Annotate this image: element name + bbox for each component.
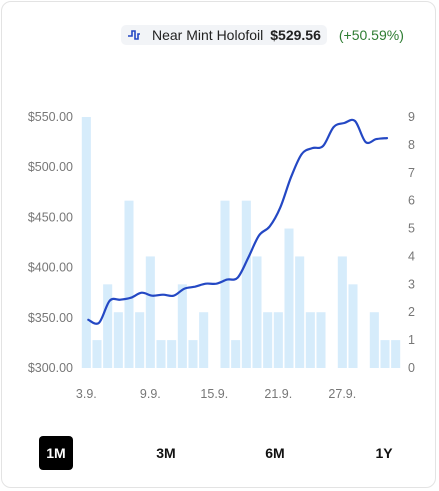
volume-bar (231, 340, 241, 368)
volume-bar (391, 340, 401, 368)
y-right-tick-label: 6 (408, 194, 415, 208)
y-right-tick-label: 2 (408, 305, 415, 319)
x-tick-label: 21.9. (264, 387, 292, 401)
y-right-tick-label: 9 (408, 110, 415, 124)
volume-bar (145, 256, 155, 368)
volume-bar (295, 256, 305, 368)
legend-change: (+50.59%) (338, 27, 404, 43)
volume-bar (337, 256, 347, 368)
volume-bar (81, 117, 91, 368)
tab-1m[interactable]: 1M (39, 436, 73, 470)
volume-bar (369, 312, 379, 368)
y-left-tick-label: $450.00 (28, 210, 73, 224)
volume-bar (92, 340, 102, 368)
y-right-tick-label: 0 (408, 361, 415, 375)
volume-bar (177, 284, 187, 368)
legend-series-name: Near Mint Holofoil (152, 27, 264, 43)
y-left-tick-label: $350.00 (28, 311, 73, 325)
y-right-tick-label: 5 (408, 222, 415, 236)
x-tick-label: 27.9. (328, 387, 356, 401)
volume-bar (380, 340, 390, 368)
volume-bar (284, 228, 294, 368)
volume-bar (113, 312, 123, 368)
chart-legend[interactable]: Near Mint Holofoil $529.56 (+50.59%) (121, 24, 404, 46)
y-right-tick-label: 8 (408, 138, 415, 152)
volume-bar (252, 256, 262, 368)
tab-6m[interactable]: 6M (265, 445, 285, 461)
price-chart: $300.00 $350.00 $400.00 $450.00 $500.00 $550.… (28, 110, 415, 401)
volume-bar (124, 200, 134, 368)
volume-bar (103, 284, 113, 368)
x-tick-label: 3.9. (76, 387, 97, 401)
volume-bar (199, 312, 209, 368)
volume-bar (156, 340, 166, 368)
volume-bar (316, 312, 326, 368)
volume-bar (263, 312, 273, 368)
volume-bar (348, 284, 358, 368)
y-left-tick-label: $550.00 (28, 110, 73, 124)
legend-price: $529.56 (270, 27, 321, 43)
y-right-tick-label: 3 (408, 277, 415, 291)
volume-bar (188, 340, 198, 368)
y-right-tick-label: 4 (408, 249, 415, 263)
volume-bar (135, 312, 145, 368)
y-right-tick-label: 7 (408, 166, 415, 180)
tab-1y[interactable]: 1Y (375, 445, 393, 461)
y-left-tick-label: $500.00 (28, 160, 73, 174)
y-left-tick-label: $300.00 (28, 361, 73, 375)
price-line (87, 118, 389, 325)
y-right-tick-label: 1 (408, 333, 415, 347)
volume-bar (241, 200, 251, 368)
volume-bar (220, 200, 230, 368)
x-tick-label: 9.9. (140, 387, 161, 401)
volume-bar (273, 312, 283, 368)
line-series-icon (127, 28, 145, 42)
legend-series-chip[interactable]: Near Mint Holofoil $529.56 (121, 25, 327, 45)
y-left-tick-label: $400.00 (28, 261, 73, 275)
volume-bar (305, 312, 315, 368)
volume-bar (167, 340, 177, 368)
tab-3m[interactable]: 3M (156, 445, 176, 461)
time-range-tabs: 1M 3M 6M 1Y (0, 436, 439, 470)
x-tick-label: 15.9. (200, 387, 228, 401)
